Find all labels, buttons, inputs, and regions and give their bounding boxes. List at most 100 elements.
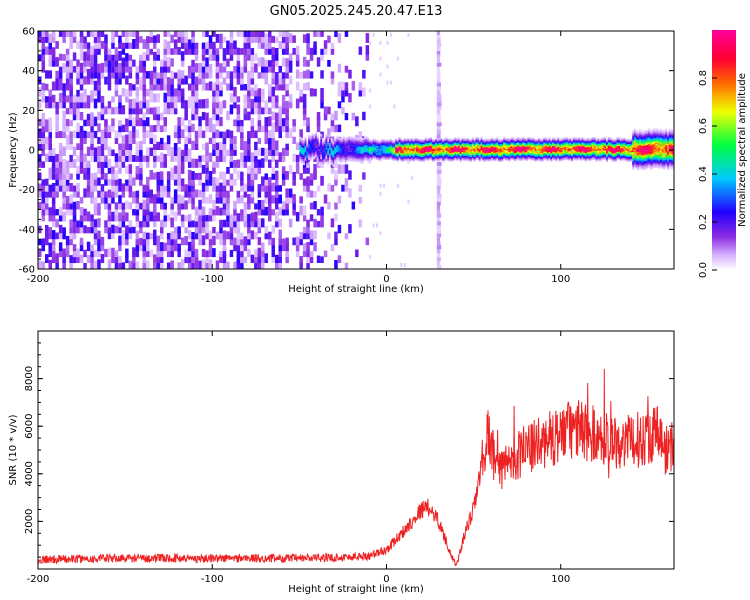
heatmap-cell [468, 150, 471, 153]
heatmap-cell [339, 144, 342, 147]
heatmap-cell [550, 150, 553, 153]
heatmap-cell [292, 194, 296, 204]
heatmap-cell [457, 143, 460, 145]
heatmap-cell [522, 148, 525, 151]
heatmap-cell [545, 148, 548, 150]
heatmap-cell [45, 153, 49, 162]
heatmap-cell [330, 159, 333, 162]
heatmap-cell [125, 96, 129, 103]
heatmap-cell [433, 140, 436, 142]
heatmap-cell [125, 57, 129, 67]
heatmap-cell [336, 148, 338, 150]
heatmap-cell [313, 142, 316, 144]
heatmap-cell [79, 39, 84, 49]
heatmap-cell [93, 35, 98, 43]
heatmap-cell [550, 156, 553, 159]
heatmap-cell [325, 135, 328, 137]
heatmap-cell [285, 143, 289, 150]
heatmap-cell [456, 148, 459, 151]
heatmap-cell [548, 155, 551, 157]
heatmap-cells [38, 31, 674, 269]
heatmap-cell [229, 41, 234, 49]
heatmap-cell [517, 146, 520, 148]
heatmap-cell [351, 147, 354, 149]
heatmap-cell [515, 147, 518, 149]
heatmap-cell [166, 86, 171, 97]
heatmap-cell [470, 155, 473, 158]
heatmap-cell [360, 156, 363, 158]
heatmap-cell [135, 230, 140, 240]
heatmap-cell [517, 149, 520, 151]
heatmap-cell [405, 151, 408, 154]
heatmap-cell [505, 149, 507, 152]
heatmap-cell [163, 45, 167, 55]
heatmap-cell [153, 237, 157, 246]
heatmap-cell [435, 149, 438, 151]
heatmap-cell [414, 155, 417, 158]
heatmap-cell [349, 150, 352, 153]
heatmap-cell [538, 150, 541, 153]
heatmap-cell [153, 65, 157, 73]
heatmap-cell [285, 89, 289, 97]
heatmap-cell [423, 153, 426, 155]
heatmap-cell [121, 206, 126, 216]
heatmap-cell [205, 183, 209, 192]
heatmap-cell [316, 255, 321, 263]
heatmap-cell [222, 219, 227, 228]
heatmap-cell [86, 255, 91, 263]
heatmap-cell [208, 212, 213, 222]
heatmap-cell [342, 156, 345, 159]
heatmap-cell [194, 95, 199, 103]
heatmap-cell [370, 142, 373, 144]
heatmap-cell [160, 59, 164, 67]
heatmap-cell [353, 142, 356, 144]
heatmap-cell [454, 144, 457, 146]
heatmap-cell [510, 154, 513, 156]
heatmap-cell [445, 149, 448, 151]
heatmap-cell [370, 153, 373, 155]
heatmap-cell [550, 138, 553, 141]
heatmap-cell [464, 138, 467, 140]
heatmap-cell [552, 150, 554, 152]
heatmap-cell [513, 142, 516, 144]
heatmap-cell [484, 148, 487, 150]
heatmap-cell [337, 146, 340, 149]
heatmap-cell [187, 178, 192, 186]
heatmap-cell [532, 158, 535, 160]
heatmap-cell [83, 153, 87, 162]
heatmap-cell [512, 149, 514, 151]
heatmap-cell [177, 231, 181, 240]
heatmap-cell [261, 88, 265, 97]
heatmap-cell [374, 155, 377, 158]
heatmap-cell [327, 162, 330, 164]
heatmap-cell [529, 149, 532, 151]
heatmap-cell [318, 162, 321, 164]
heatmap-cell [236, 104, 241, 115]
heatmap-cell [367, 143, 370, 145]
heatmap-cell [72, 217, 77, 228]
heatmap-cell [376, 149, 378, 151]
heatmap-cell [187, 241, 192, 252]
heatmap-cell [428, 146, 431, 148]
heatmap-cell [205, 229, 209, 240]
heatmap-cell [436, 253, 441, 258]
heatmap-cell [313, 150, 316, 153]
heatmap-cell [240, 261, 244, 269]
heatmap-cell [135, 212, 140, 222]
heatmap-cell [320, 256, 324, 263]
heatmap-cell [464, 151, 467, 153]
heatmap-cell [107, 101, 112, 109]
heatmap-cell [114, 77, 119, 85]
heatmap-cell [163, 242, 167, 252]
heatmap-cell [536, 139, 539, 142]
heatmap-cell [499, 140, 502, 142]
heatmap-cell [346, 152, 349, 154]
heatmap-cell [146, 242, 150, 252]
heatmap-cell [156, 250, 160, 258]
heatmap-cell [97, 31, 101, 37]
heatmap-cell [257, 253, 262, 264]
heatmap-cell [121, 63, 126, 73]
heatmap-cell [491, 144, 493, 147]
heatmap-cell [492, 142, 495, 144]
heatmap-cell [243, 52, 248, 61]
